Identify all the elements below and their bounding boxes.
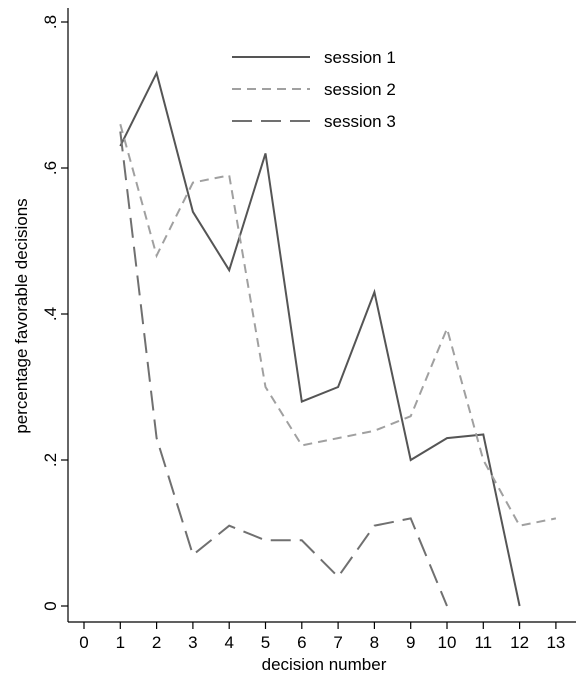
series-lines <box>119 70 557 607</box>
y-tick-label: .6 <box>41 161 60 175</box>
x-tick-label: 11 <box>474 633 492 652</box>
x-tick-label: 5 <box>261 633 270 652</box>
x-tick-label: 6 <box>297 633 306 652</box>
x-tick-label: 3 <box>188 633 197 652</box>
legend-label-3: session 3 <box>324 112 396 131</box>
y-tick-label: 0 <box>41 601 60 610</box>
x-tick-label: 0 <box>79 633 88 652</box>
x-tick-label: 12 <box>510 633 529 652</box>
x-tick-label: 13 <box>546 633 565 652</box>
x-tick-label: 9 <box>406 633 415 652</box>
axes <box>67 8 576 623</box>
y-axis-ticks: 0 .2 .4 .6 .8 <box>41 15 68 611</box>
x-tick-label: 7 <box>333 633 342 652</box>
x-tick-label: 4 <box>224 633 233 652</box>
y-axis-title: percentage favorable decisions <box>12 198 31 433</box>
x-axis-ticks: 0 1 2 3 4 5 6 7 8 9 10 11 12 13 <box>79 622 565 652</box>
x-tick-label: 10 <box>438 633 457 652</box>
x-axis-title: decision number <box>262 655 387 674</box>
series-line-3 <box>119 131 448 607</box>
series-line-2 <box>119 123 557 527</box>
y-tick-label: .4 <box>41 307 60 321</box>
legend-label-2: session 2 <box>324 80 396 99</box>
y-tick-label: .2 <box>41 453 60 467</box>
x-tick-label: 8 <box>370 633 379 652</box>
x-tick-label: 1 <box>116 633 125 652</box>
legend-label-1: session 1 <box>324 48 396 67</box>
x-tick-label: 2 <box>152 633 161 652</box>
series-line-1 <box>119 70 521 607</box>
legend: session 1 session 2 session 3 <box>232 48 396 131</box>
y-tick-label: .8 <box>41 15 60 29</box>
